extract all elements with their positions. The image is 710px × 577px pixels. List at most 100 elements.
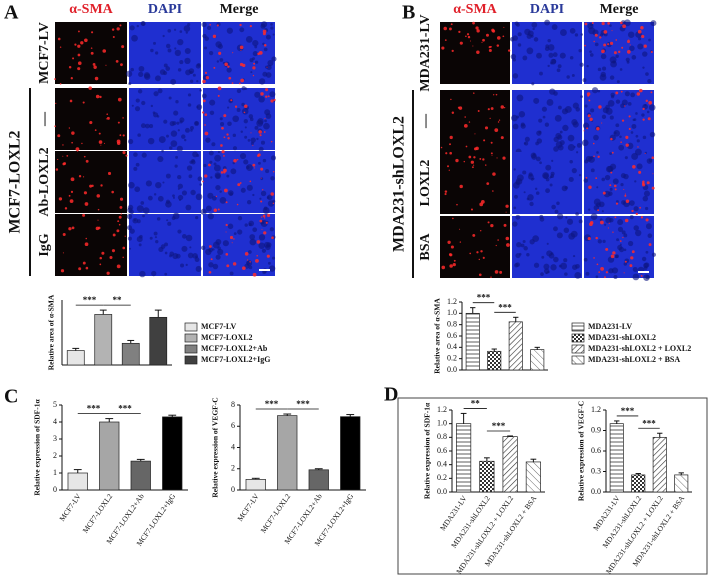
column-header: α-SMA xyxy=(453,2,497,17)
nucleus-texture xyxy=(131,34,138,42)
nucleus-texture xyxy=(217,246,221,251)
nucleus-texture xyxy=(264,109,271,116)
y-tick-label: 0.4 xyxy=(447,342,457,351)
nucleus-texture xyxy=(647,78,652,84)
nucleus-texture xyxy=(163,63,168,68)
nucleus-texture xyxy=(134,106,141,112)
sma-signal xyxy=(611,151,614,154)
sma-signal xyxy=(652,173,654,175)
nucleus-texture xyxy=(150,48,154,53)
sma-signal xyxy=(116,264,121,269)
nucleus-texture xyxy=(510,53,517,60)
sma-signal xyxy=(111,249,116,253)
sma-signal xyxy=(503,26,505,28)
nucleus-texture xyxy=(636,163,643,170)
sma-signal xyxy=(492,94,495,96)
y-axis-label: Relative expression of SDF-1α xyxy=(33,399,42,496)
nucleus-texture xyxy=(645,250,649,254)
nucleus-texture xyxy=(648,38,651,42)
y-tick-label: 3 xyxy=(53,434,57,443)
micrograph xyxy=(512,90,582,152)
nucleus-texture xyxy=(157,88,163,94)
sma-signal xyxy=(474,133,476,135)
bar xyxy=(502,436,518,493)
sma-signal xyxy=(74,43,77,46)
nucleus-texture xyxy=(545,44,550,49)
nucleus-texture xyxy=(174,47,177,50)
row-label: IgG xyxy=(37,233,52,256)
nucleus-texture xyxy=(144,73,151,80)
sma-signal xyxy=(592,142,595,145)
sma-signal xyxy=(613,184,617,188)
sma-signal xyxy=(90,47,93,49)
nucleus-texture xyxy=(546,99,554,106)
row-label: — xyxy=(418,113,433,129)
nucleus-texture xyxy=(185,69,191,76)
sma-signal xyxy=(478,258,481,261)
sma-signal xyxy=(88,86,93,90)
sma-signal xyxy=(118,215,122,219)
nucleus-texture xyxy=(192,151,198,158)
sma-signal xyxy=(210,258,213,261)
nucleus-texture xyxy=(153,112,159,118)
sma-signal xyxy=(440,146,443,149)
sma-signal xyxy=(628,127,631,130)
sma-signal xyxy=(448,27,452,31)
nucleus-texture xyxy=(594,42,599,47)
sma-signal xyxy=(587,236,591,241)
sma-signal xyxy=(623,272,625,274)
nucleus-texture xyxy=(147,137,155,145)
sma-signal xyxy=(250,132,252,134)
sma-signal xyxy=(264,217,266,219)
nucleus-texture xyxy=(176,145,183,152)
nucleus-texture xyxy=(602,239,606,244)
nucleus-texture xyxy=(512,221,518,227)
sma-signal xyxy=(499,270,503,274)
nucleus-texture xyxy=(216,60,220,63)
nucleus-texture xyxy=(547,38,551,43)
sma-signal xyxy=(217,94,220,97)
nucleus-texture xyxy=(518,111,526,118)
legend-swatch xyxy=(571,333,585,343)
nucleus-texture xyxy=(227,223,234,230)
nucleus-texture xyxy=(515,262,520,267)
sma-signal xyxy=(263,231,267,235)
nucleus-texture xyxy=(582,78,587,83)
y-tick-label: 0 xyxy=(231,485,235,494)
nucleus-texture xyxy=(538,118,543,123)
sma-signal xyxy=(452,262,456,267)
nucleus-texture xyxy=(153,91,159,97)
nucleus-texture xyxy=(511,114,518,122)
sma-signal xyxy=(610,137,613,141)
legend-swatch xyxy=(571,322,585,332)
nucleus-texture xyxy=(164,272,168,276)
sma-signal xyxy=(459,241,462,243)
nucleus-texture xyxy=(551,204,556,210)
row-label: MDA231-LV xyxy=(418,14,433,91)
sma-signal xyxy=(266,66,268,68)
sma-signal xyxy=(62,252,64,254)
nucleus-texture xyxy=(549,88,556,95)
sma-signal xyxy=(119,24,122,27)
nucleus-texture xyxy=(609,187,613,191)
sma-signal xyxy=(240,49,242,51)
y-tick-label: 1.2 xyxy=(447,297,457,306)
y-axis-label: Relative expression of VEGF-C xyxy=(577,401,586,501)
nucleus-texture xyxy=(252,227,258,233)
nucleus-texture xyxy=(569,159,573,164)
sma-signal xyxy=(593,40,595,43)
sma-signal xyxy=(593,257,595,259)
nucleus-texture xyxy=(623,19,631,27)
row-label: BSA xyxy=(418,232,433,260)
sma-signal xyxy=(489,117,491,119)
significance-label: *** xyxy=(118,404,132,414)
nucleus-texture xyxy=(207,25,212,31)
sma-signal xyxy=(637,146,639,148)
sma-signal xyxy=(103,142,106,144)
sma-signal xyxy=(260,92,264,96)
nucleus-texture xyxy=(533,97,540,104)
sma-signal xyxy=(69,99,73,103)
nucleus-texture xyxy=(219,117,223,121)
nucleus-texture xyxy=(163,119,168,124)
sma-signal xyxy=(98,132,101,135)
